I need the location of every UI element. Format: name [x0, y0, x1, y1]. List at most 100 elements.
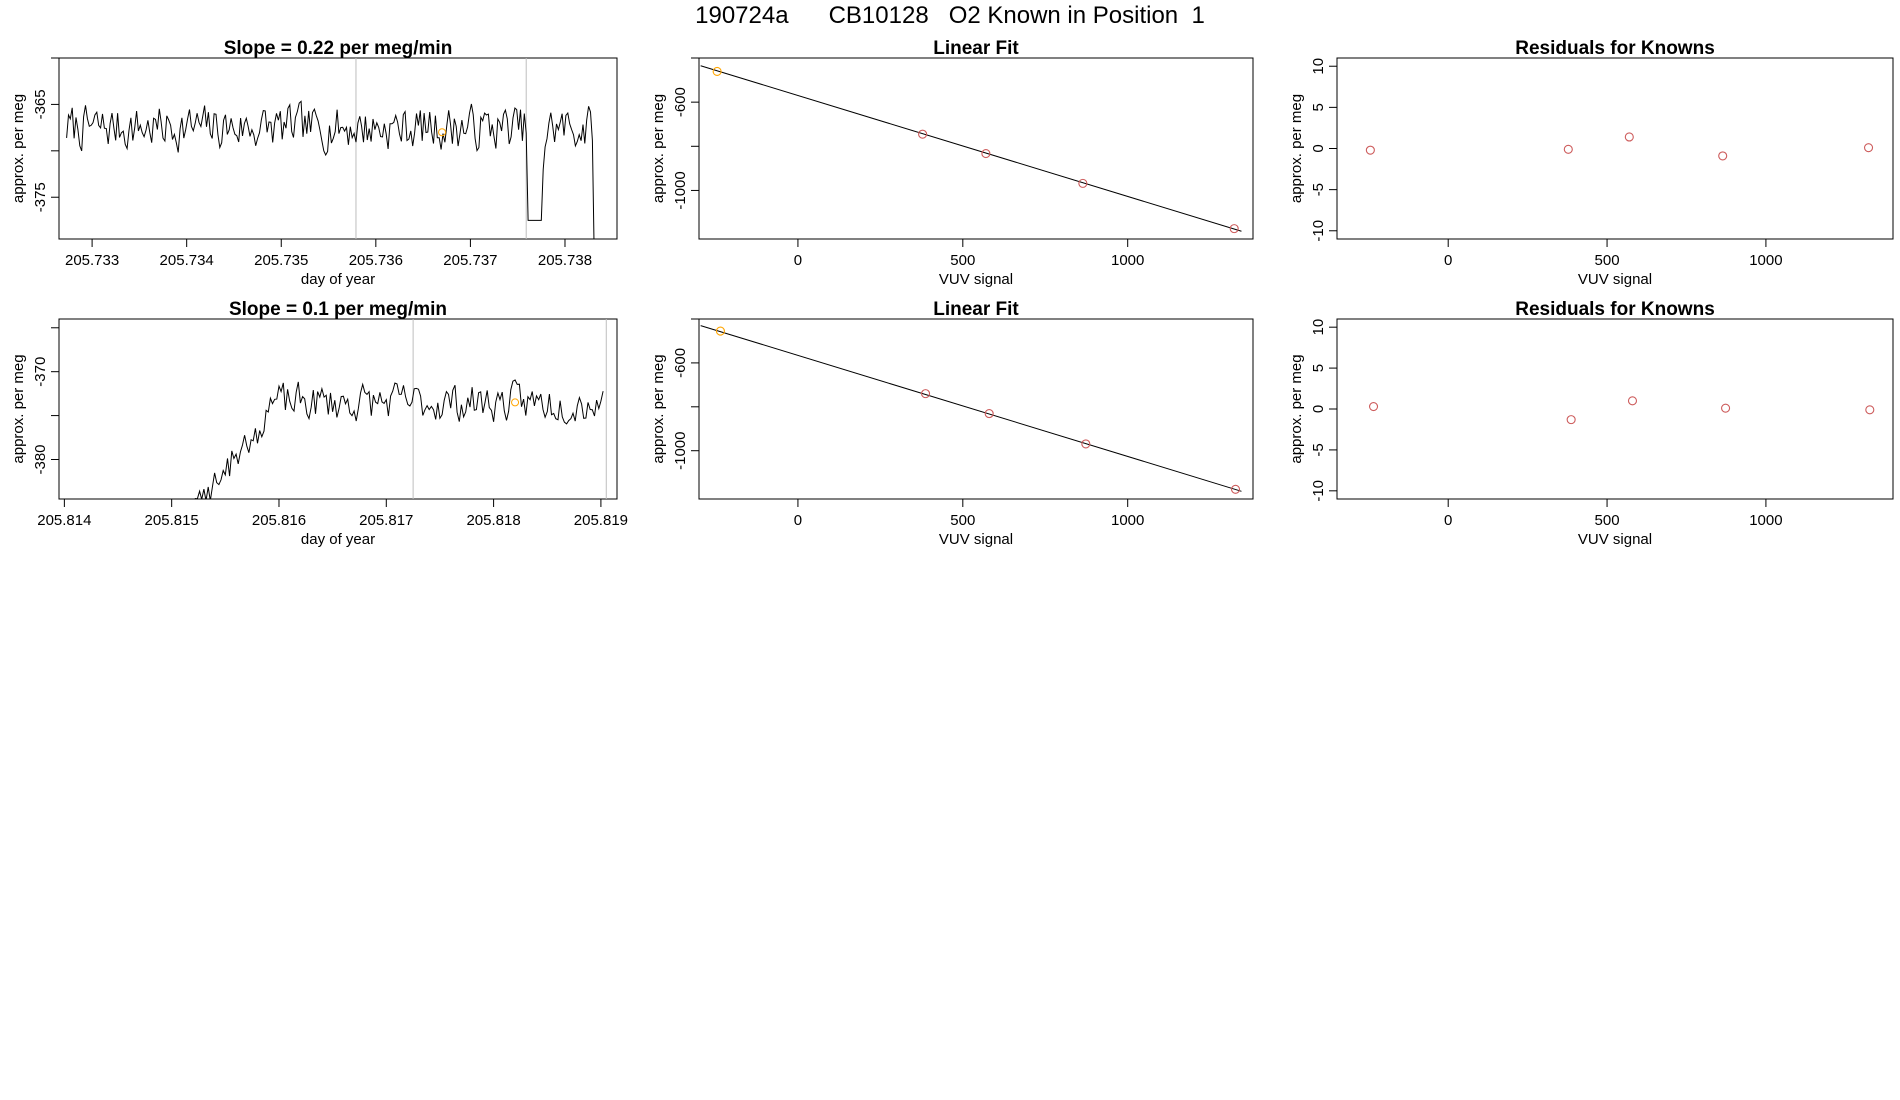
panel-title: Slope = 0.1 per meg/min: [229, 299, 447, 320]
x-tick-label: 205.816: [252, 512, 306, 529]
x-tick-label: 500: [1595, 512, 1620, 529]
x-axis-label: VUV signal: [1578, 271, 1652, 288]
data-point: [715, 326, 725, 336]
data-point: [984, 409, 994, 419]
y-axis-label: approx. per meg: [10, 94, 27, 203]
y-tick-label: 5: [1310, 103, 1327, 111]
x-tick-label: 205.736: [349, 252, 403, 269]
y-tick-label: -5: [1310, 443, 1327, 456]
x-tick-label: 205.819: [574, 512, 628, 529]
y-tick-label: 10: [1310, 58, 1327, 75]
highlight-point: [511, 398, 520, 407]
x-tick-label: 205.734: [160, 252, 214, 269]
x-axis-label: VUV signal: [939, 531, 1013, 548]
panel-title: Residuals for Knowns: [1515, 299, 1715, 320]
panel-title: Linear Fit: [933, 38, 1019, 59]
data-point: [1865, 405, 1875, 415]
y-tick-label: -10: [1310, 480, 1327, 502]
fit-line: [700, 65, 1242, 232]
x-tick-label: 0: [1444, 252, 1452, 269]
y-tick-label: 0: [1310, 144, 1327, 152]
y-tick-label: 5: [1310, 364, 1327, 372]
x-tick-label: 500: [1595, 252, 1620, 269]
data-point: [1078, 178, 1088, 188]
title-description: O2 Known in Position 1: [948, 2, 1205, 29]
y-axis-label: approx. per meg: [10, 354, 27, 463]
y-tick-label: -380: [32, 444, 49, 474]
data-point: [920, 389, 931, 399]
y-tick-label: -1000: [672, 171, 689, 209]
chart-panel-4: Slope = 0.1 per meg/min 205.814 205.815 205…: [10, 299, 628, 548]
y-tick-label: -1000: [672, 432, 689, 470]
signal-trace: [66, 100, 595, 239]
x-tick-label: 1000: [1111, 252, 1144, 269]
data-point: [712, 66, 722, 77]
x-tick-label: 0: [794, 252, 802, 269]
x-tick-label: 205.735: [254, 252, 308, 269]
data-point: [1566, 415, 1576, 425]
figure-title: 190724a CB10128 O2 Known in Position 1: [0, 2, 1900, 30]
x-tick-label: 205.738: [538, 252, 592, 269]
highlight-point: [438, 128, 447, 137]
plot-frame: [698, 57, 1254, 240]
plot-data: [1365, 132, 1874, 161]
x-tick-label: 205.815: [145, 512, 199, 529]
y-tick-label: -10: [1310, 220, 1327, 242]
plot-data: [1368, 396, 1875, 425]
panel-title: Linear Fit: [933, 299, 1019, 320]
data-point: [1081, 439, 1091, 449]
chart-panel-1: Slope = 0.22 per meg/min 205.733 205.734 20…: [10, 38, 618, 288]
x-tick-label: 1000: [1749, 252, 1782, 269]
data-point: [1230, 484, 1241, 494]
y-tick-label: 0: [1310, 405, 1327, 413]
plot-frame: [58, 318, 618, 500]
data-point: [1229, 224, 1239, 234]
data-point: [1563, 144, 1573, 154]
data-point: [1863, 143, 1874, 153]
y-axis-label: approx. per meg: [650, 94, 667, 203]
plot-data: [700, 325, 1242, 494]
data-point: [1718, 151, 1728, 161]
plot-data: [66, 58, 595, 239]
plot-data: [700, 65, 1242, 234]
y-axis-label: approx. per meg: [1288, 354, 1305, 463]
x-axis-label: VUV signal: [1578, 531, 1652, 548]
y-axis-label: approx. per meg: [1288, 94, 1305, 203]
chart-panel-2: Linear Fit 0 500 1000 VUV signal -1000 -600 app…: [650, 38, 1254, 288]
y-tick-label: 10: [1310, 319, 1327, 336]
x-axis-label: VUV signal: [939, 271, 1013, 288]
data-point: [1627, 396, 1638, 406]
x-tick-label: 205.817: [359, 512, 413, 529]
data-point: [918, 129, 928, 139]
x-tick-label: 500: [950, 252, 975, 269]
plot-data: [194, 319, 607, 499]
x-tick-label: 205.737: [443, 252, 497, 269]
plot-frame: [58, 57, 618, 240]
panel-title: Residuals for Knowns: [1515, 38, 1715, 59]
plot-frame: [1336, 57, 1894, 240]
panel-title: Slope = 0.22 per meg/min: [224, 38, 453, 59]
x-axis-label: day of year: [301, 271, 375, 288]
y-tick-label: -365: [32, 89, 49, 119]
chart-panel-3: Residuals for Knowns 0 500 1000 VUV signal -1…: [1288, 38, 1894, 288]
plot-frame: [698, 318, 1254, 500]
x-tick-label: 500: [950, 512, 975, 529]
run-id: 190724a: [695, 2, 789, 29]
x-axis-label: day of year: [301, 531, 375, 548]
x-tick-label: 205.733: [65, 252, 119, 269]
data-point: [1624, 132, 1634, 142]
data-point: [1368, 401, 1379, 412]
fit-line: [700, 325, 1242, 492]
x-tick-label: 1000: [1111, 512, 1144, 529]
x-tick-label: 0: [1444, 512, 1452, 529]
data-point: [1365, 145, 1375, 155]
signal-trace: [194, 379, 604, 499]
y-axis-label: approx. per meg: [650, 354, 667, 463]
y-tick-label: -370: [32, 357, 49, 387]
chart-panel-5: Linear Fit 0 500 1000 VUV signal -1000 -600 app…: [650, 299, 1254, 548]
data-point: [981, 149, 991, 159]
y-tick-label: -600: [672, 348, 689, 378]
chart-panel-6: Residuals for Knowns 0 500 1000 VUV signal -1…: [1288, 299, 1894, 548]
plot-frame: [1336, 318, 1894, 500]
